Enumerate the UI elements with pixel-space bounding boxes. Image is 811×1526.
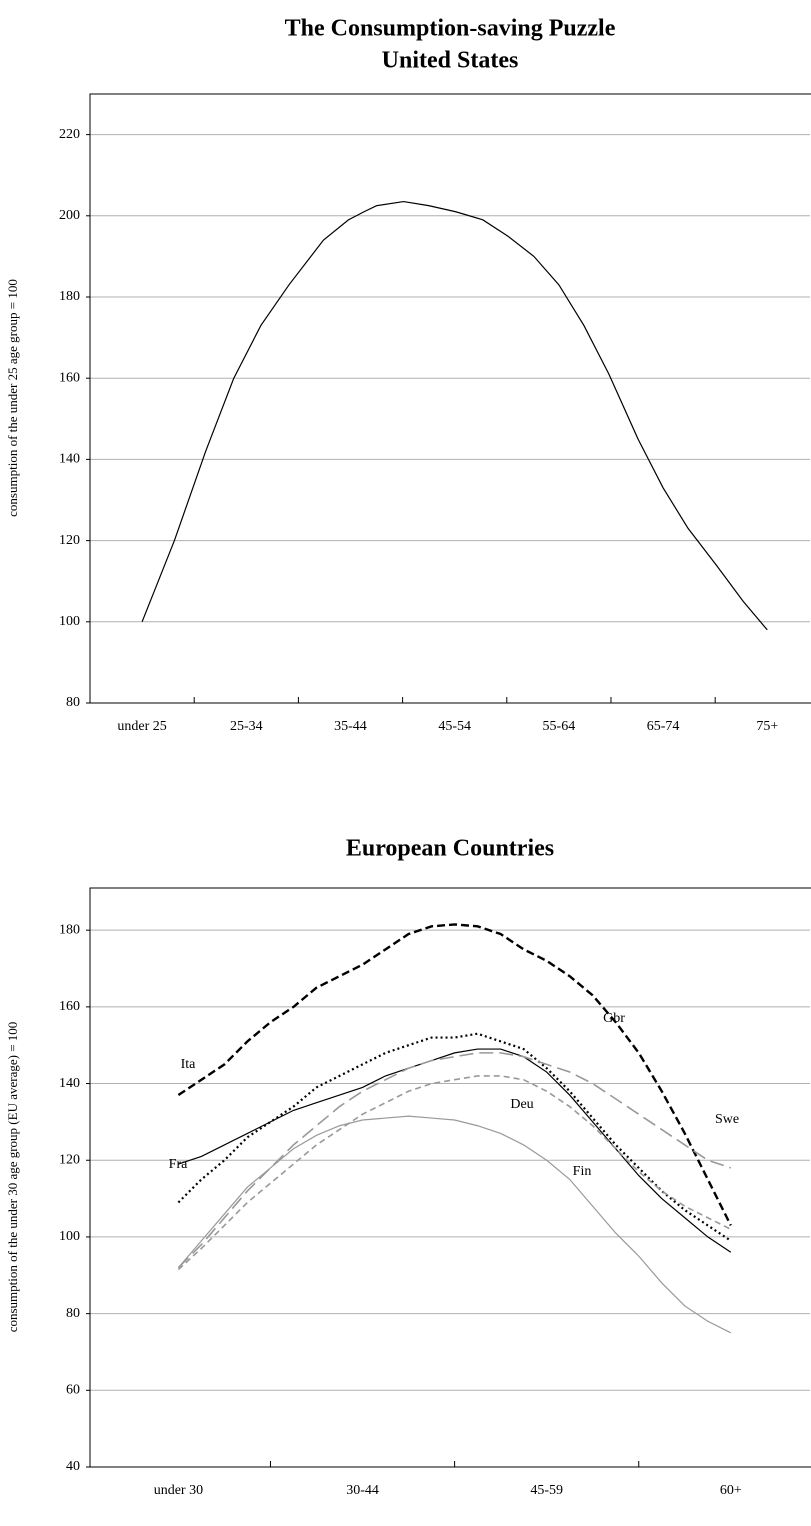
y-tick-label: 80 [66, 695, 80, 710]
data-line [177, 923, 732, 1226]
data-line [177, 1032, 732, 1242]
series-label: Ita [181, 1057, 197, 1072]
y-tick-label: 60 [66, 1383, 80, 1398]
x-tick-label: 60+ [720, 1483, 742, 1498]
y-tick-label: 220 [59, 127, 80, 142]
y-tick-label: 100 [59, 614, 80, 629]
series-label: Deu [510, 1097, 533, 1112]
y-axis-label: consumption of the under 30 age group (E… [5, 1022, 20, 1333]
x-tick-label: 65-74 [647, 719, 680, 734]
plot-frame [89, 93, 811, 704]
y-tick-label: 120 [59, 533, 80, 548]
series-label: Fin [573, 1164, 592, 1179]
y-axis-label: consumption of the under 25 age group = … [5, 279, 20, 517]
data-line [177, 1115, 732, 1334]
x-tick-label: 75+ [756, 719, 778, 734]
data-line [141, 200, 768, 631]
data-line [177, 1075, 732, 1271]
y-tick-label: 180 [59, 289, 80, 304]
y-tick-label: 180 [59, 922, 80, 937]
chart-subtitle: United States [382, 48, 519, 74]
chart-title: European Countries [346, 836, 554, 862]
series-label: Gbr [603, 1011, 625, 1026]
y-tick-label: 140 [59, 452, 80, 467]
series-label: Fra [169, 1157, 188, 1172]
y-tick-label: 80 [66, 1306, 80, 1321]
y-tick-label: 160 [59, 370, 80, 385]
x-tick-label: under 30 [154, 1483, 203, 1498]
x-tick-label: 55-64 [543, 719, 576, 734]
y-tick-label: 120 [59, 1152, 80, 1167]
y-tick-label: 140 [59, 1076, 80, 1091]
chart-title: The Consumption-saving Puzzle [285, 16, 616, 42]
x-tick-label: 30-44 [346, 1483, 379, 1498]
data-line [178, 1048, 732, 1253]
plot-frame [89, 887, 811, 1468]
x-tick-label: 45-54 [438, 719, 471, 734]
y-tick-label: 160 [59, 999, 80, 1014]
x-tick-label: 35-44 [334, 719, 367, 734]
series-label: Swe [715, 1112, 739, 1127]
y-tick-label: 200 [59, 208, 80, 223]
x-tick-label: 45-59 [530, 1483, 563, 1498]
x-tick-label: 25-34 [230, 719, 263, 734]
y-tick-label: 100 [59, 1229, 80, 1244]
x-tick-label: under 25 [117, 719, 166, 734]
y-tick-label: 40 [66, 1459, 80, 1474]
